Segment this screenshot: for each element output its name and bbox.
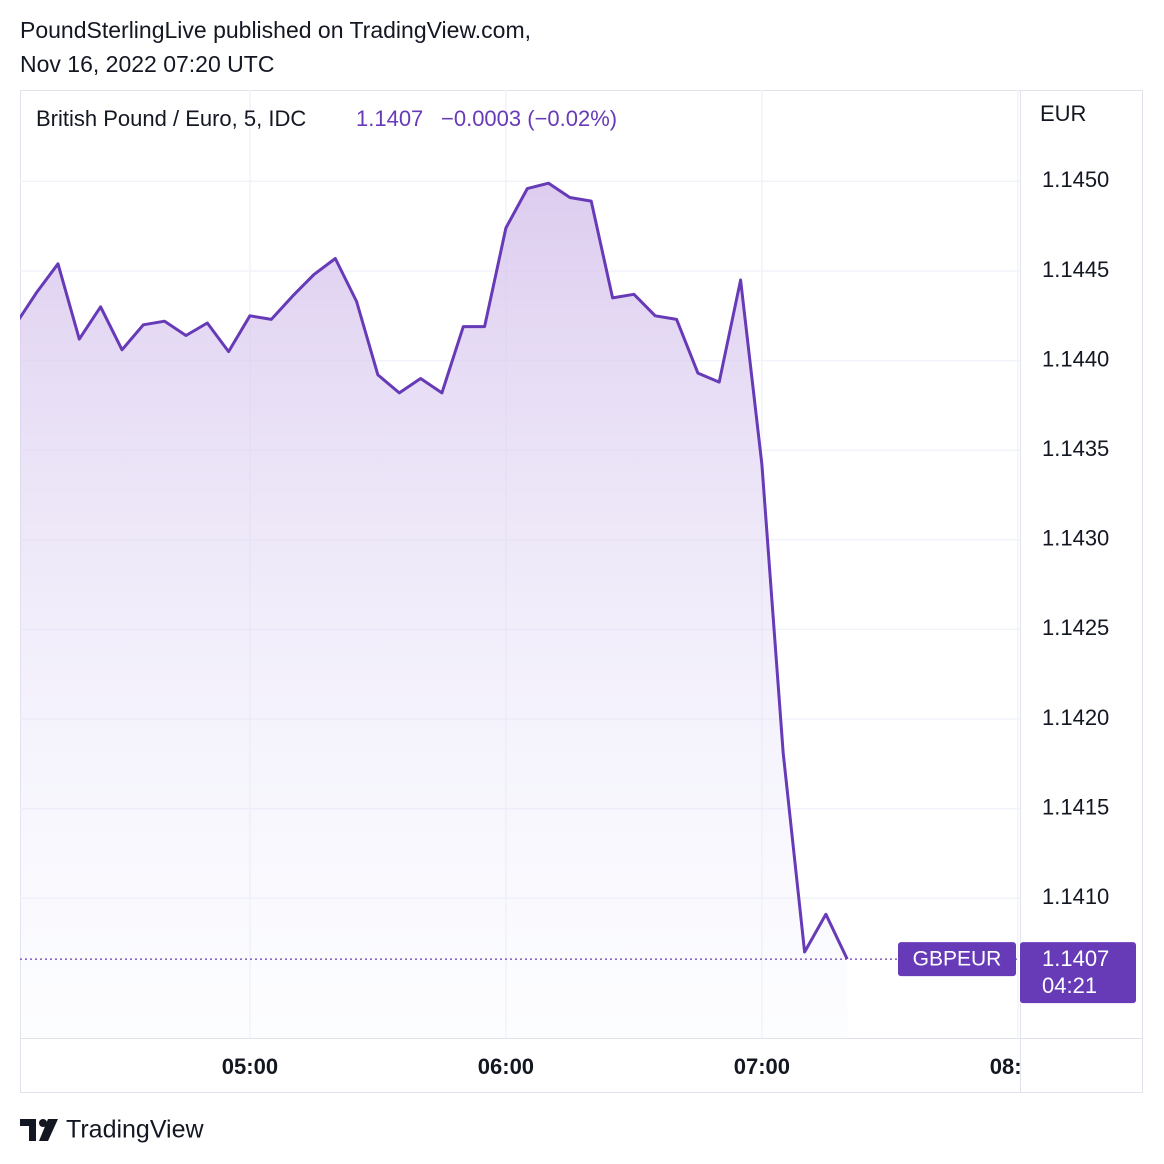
publish-date: Nov 16, 2022 07:20 UTC xyxy=(20,51,274,77)
axes: 1.1410 1.1415 1.1420 1.1425 1.1430 1.1435 1.14… xyxy=(1042,167,1109,909)
publisher-line: PoundSterlingLive published on TradingVi… xyxy=(20,17,531,43)
tradingview-logo xyxy=(20,1119,58,1141)
change-value: −0.0003 (−0.02%) xyxy=(441,106,617,131)
price-badge-countdown: 04:21 xyxy=(1042,973,1097,998)
price-badge xyxy=(1020,942,1136,1004)
x-tick-label: 06:00 xyxy=(478,1054,534,1079)
symbol-badge-label: GBPEUR xyxy=(913,948,1002,971)
y-tick-label: 1.1440 xyxy=(1042,346,1109,371)
last-value: 1.1407 xyxy=(356,106,423,131)
time-axis: 05:00 06:00 07:00 08:00 xyxy=(222,1054,1046,1079)
y-tick-label: 1.1420 xyxy=(1042,705,1109,730)
plot-area xyxy=(20,181,849,1038)
x-tick-label: 05:00 xyxy=(222,1054,278,1079)
symbol-title: British Pound / Euro, 5, IDC xyxy=(36,106,306,131)
brand: TradingView xyxy=(66,1116,205,1144)
area-fill xyxy=(20,183,848,1038)
x-tick-label: 08:00 xyxy=(990,1054,1046,1079)
price-badge-value: 1.1407 xyxy=(1042,946,1109,971)
y-tick-label: 1.1450 xyxy=(1042,167,1109,192)
y-tick-label: 1.1415 xyxy=(1042,794,1109,819)
y-tick-label: 1.1410 xyxy=(1042,884,1109,909)
y-tick-label: 1.1425 xyxy=(1042,615,1109,640)
y-tick-label: 1.1435 xyxy=(1042,436,1109,461)
y-tick-label: 1.1445 xyxy=(1042,257,1109,282)
currency-label: EUR xyxy=(1040,101,1086,126)
x-tick-label: 07:00 xyxy=(734,1054,790,1079)
price-line-series xyxy=(20,181,849,960)
y-tick-label: 1.1430 xyxy=(1042,526,1109,551)
symbol-badge xyxy=(898,942,1016,977)
